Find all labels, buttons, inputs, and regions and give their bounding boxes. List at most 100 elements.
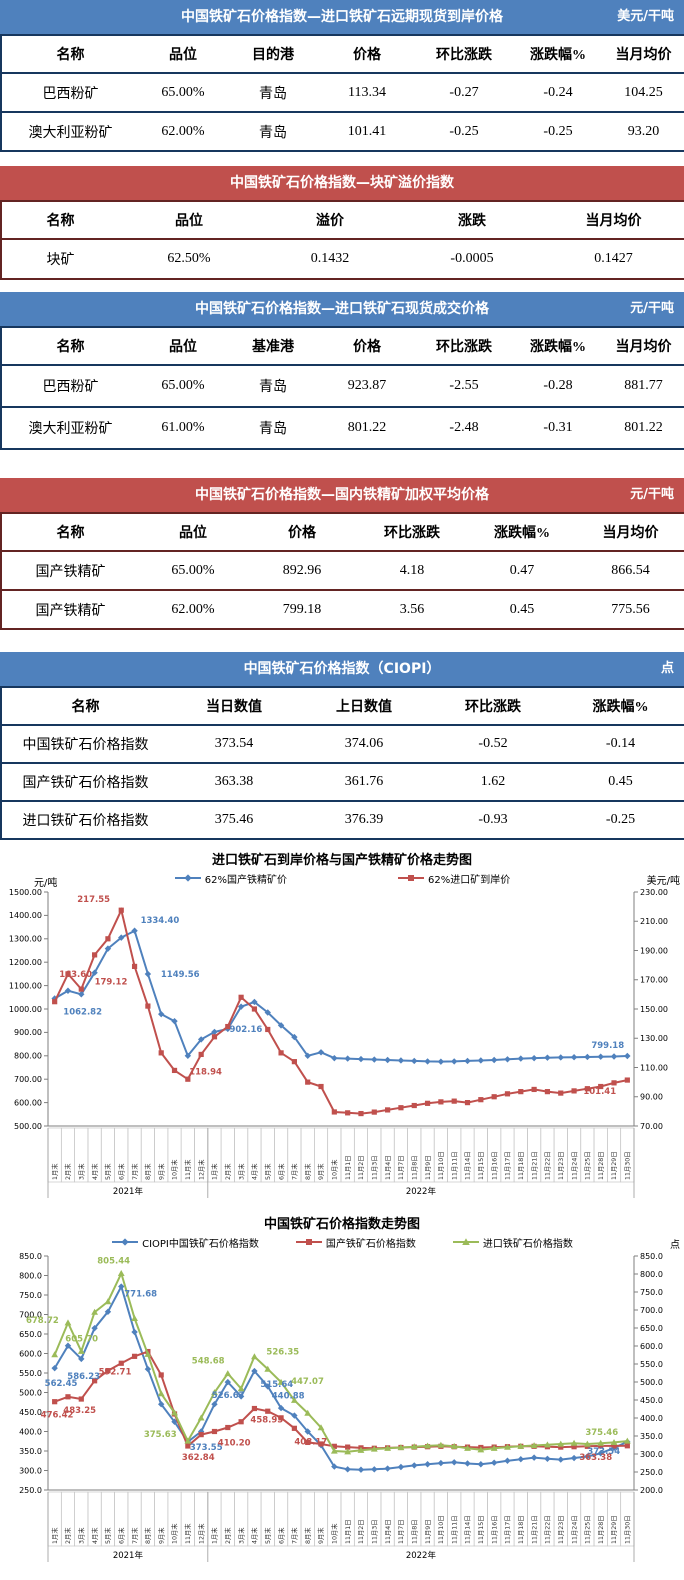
square-marker [371, 1109, 377, 1115]
trend-chart: 进口铁矿石到岸价格与国产铁精矿价格走势图 62%国产铁精矿价 62%进口矿到岸价 元/… [0, 852, 684, 1212]
table-cell: 775.56 [577, 589, 684, 629]
legend-item: 进口铁矿石价格指数 [452, 1235, 573, 1250]
series-line [53, 907, 628, 1115]
diamond-marker [384, 1056, 391, 1064]
x-tick-label: 8月末 [303, 1527, 312, 1544]
triangle-marker [557, 1440, 565, 1447]
x-tick-label: 11月8日 [410, 1155, 418, 1180]
right-tick-label: 250.0 [640, 1468, 663, 1477]
triangle-marker [477, 1446, 485, 1453]
x-tick-label: 4月末 [250, 1163, 259, 1180]
data-label: 447.07 [291, 1377, 324, 1387]
x-tick-label: 11月14日 [464, 1151, 472, 1180]
square-marker [345, 1110, 351, 1116]
diamond-marker [397, 1057, 405, 1064]
x-tick-label: 10月末 [170, 1159, 179, 1180]
year-label: 2021年 [113, 1186, 144, 1197]
triangle-marker [290, 1396, 298, 1403]
data-label: 408.17 [294, 1437, 327, 1447]
left-tick-label: 850.0 [19, 1252, 42, 1261]
data-label: 562.45 [45, 1379, 78, 1389]
triangle-marker [583, 1440, 591, 1447]
table-cell: 国产铁精矿 [1, 550, 139, 590]
diamond-marker [371, 1056, 378, 1063]
table-body: 块矿 62.50% 0.1432 -0.0005 0.1427 [1, 238, 684, 279]
column-header: 当日数值 [206, 700, 262, 715]
table-row: 国产铁精矿 62.00% 799.18 3.56 0.45 775.56 [1, 589, 684, 629]
x-tick-label: 7月末 [290, 1163, 299, 1180]
x-tick-label: 7月末 [130, 1163, 139, 1180]
data-label: 678.72 [26, 1316, 59, 1326]
square-marker [118, 907, 124, 913]
table-cell: -0.14 [557, 724, 684, 763]
x-tick-label: 11月23日 [557, 1151, 565, 1180]
data-label: 902.16 [229, 1025, 262, 1035]
data-label: 515.64 [260, 1380, 293, 1390]
table-cell: 澳大利亚粉矿 [1, 111, 139, 151]
triangle-marker [184, 1437, 192, 1444]
x-tick-label: 2月末 [223, 1163, 232, 1180]
square-marker [438, 1099, 444, 1105]
x-tick-label: 11月16日 [490, 1151, 498, 1180]
square-marker [544, 1089, 551, 1095]
table-cell: 363.38 [169, 762, 299, 801]
square-marker [518, 1089, 524, 1095]
chart-canvas: 850.0 800.0 750.0 700.0 650.0 600.0 550.0 500.0… [19, 1252, 663, 1562]
x-tick-label: 11月1日 [344, 1155, 352, 1180]
legend-item: 国产铁矿石价格指数 [295, 1235, 416, 1250]
left-tick-label: 300.0 [19, 1466, 42, 1475]
right-tick-label: 800.0 [640, 1270, 663, 1279]
triangle-marker [251, 1353, 258, 1360]
data-label: 217.55 [77, 895, 110, 905]
right-tick-label: 90.00 [640, 1093, 663, 1102]
triangle-marker [91, 1308, 99, 1315]
left-tick-label: 400.0 [19, 1427, 42, 1436]
table-title-bar: 中国铁矿石价格指数—国内铁精矿加权平均价格 元/干吨 [0, 478, 684, 512]
x-tick-label: 11月4日 [384, 1519, 392, 1544]
diamond-marker [424, 1461, 431, 1468]
table-body: 国产铁精矿 65.00% 892.96 4.18 0.47 866.54 国产铁精矿 62.0… [1, 550, 684, 629]
table-cell: 3.56 [357, 589, 467, 629]
data-label: 1334.40 [141, 916, 180, 926]
triangle-marker [490, 1444, 498, 1451]
x-tick-label: 11月22日 [544, 1151, 552, 1180]
x-tick-label: 11月9日 [424, 1155, 432, 1180]
table-cell: 0.1427 [543, 238, 684, 279]
table-cell: 374.06 [299, 724, 429, 763]
diamond-marker [517, 1455, 524, 1463]
x-tick-label: 11月3日 [370, 1155, 378, 1180]
table-cell: 澳大利亚粉矿 [1, 406, 139, 449]
left-tick-label: 800.00 [14, 1052, 42, 1061]
table-cell: -2.55 [415, 364, 513, 407]
square-marker [598, 1083, 604, 1090]
x-tick-label: 9月末 [316, 1527, 325, 1544]
data-label: 375.63 [144, 1430, 177, 1440]
square-marker [624, 1443, 630, 1449]
x-tick-label: 4月末 [250, 1527, 259, 1544]
square-marker [78, 1396, 84, 1402]
diamond-marker [317, 1049, 325, 1056]
square-marker [238, 994, 244, 1000]
column-header: 基准港 [252, 340, 294, 355]
x-tick-label: 11月11日 [450, 1151, 458, 1180]
data-label: 592.71 [99, 1367, 132, 1377]
data-label: 375.46 [585, 1428, 618, 1438]
data-label: 483.25 [63, 1406, 96, 1416]
square-marker [225, 1023, 231, 1030]
table-cell: 361.76 [299, 762, 429, 801]
x-tick-label: 11月10日 [437, 1515, 445, 1544]
x-tick-label: 11月18日 [517, 1151, 525, 1180]
table-cell: 0.1432 [259, 238, 401, 279]
diamond-marker [610, 1053, 618, 1060]
left-tick-label: 650.0 [19, 1330, 42, 1339]
data-label: 1062.82 [63, 1007, 102, 1017]
x-tick-label: 6月末 [276, 1163, 285, 1180]
triangle-marker [330, 1447, 338, 1454]
triangle-marker [264, 1365, 272, 1372]
table-cell: 801.22 [603, 406, 684, 449]
x-tick-label: 11月23日 [557, 1515, 565, 1544]
square-marker [145, 1003, 151, 1009]
right-tick-label: 70.00 [640, 1122, 663, 1131]
left-tick-label: 450.0 [19, 1408, 42, 1417]
price-table: 中国铁矿石价格指数—进口铁矿石远期现货到岸价格 美元/干吨 名称 品位 目的港 价格 环比涨… [0, 0, 684, 152]
